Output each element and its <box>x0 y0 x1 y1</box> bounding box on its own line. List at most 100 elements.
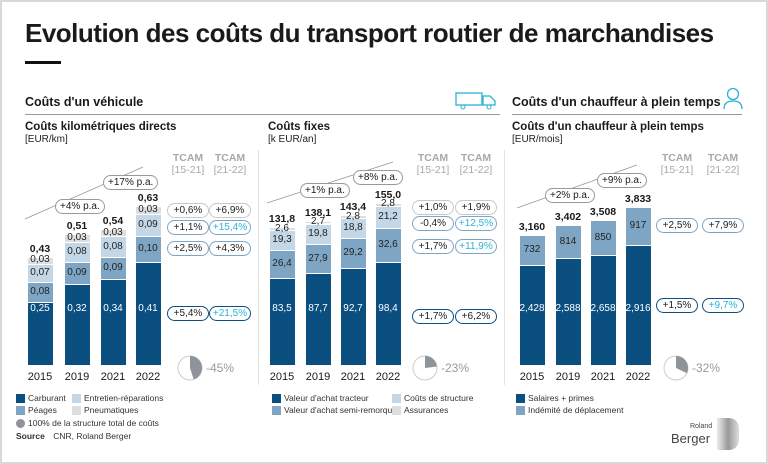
bar-total: 138,1 <box>304 206 332 219</box>
tcam-pill: +1,5% <box>656 298 698 313</box>
tcam-pill: +6,9% <box>209 203 251 218</box>
chart1-title: Coûts kilométriques directs <box>25 121 177 133</box>
bar-segment <box>100 256 126 280</box>
segment-label: 2,8 <box>381 198 395 210</box>
legend-label: Assurances <box>404 405 449 415</box>
segment-label: 2,916 <box>625 303 651 314</box>
share-label: -23% <box>441 361 470 375</box>
legend-label: Valeur d'achat semi-remorque <box>284 405 397 415</box>
bar-segment <box>519 264 545 365</box>
share-pie <box>412 355 438 381</box>
legend-item: Coûts de structure <box>392 393 473 403</box>
tcam-pill: +1,1% <box>167 220 209 235</box>
tcam-label: TCAM <box>417 152 449 164</box>
bar-segment <box>135 261 161 365</box>
legend-item: Valeur d'achat semi-remorque <box>272 405 397 415</box>
bar-segment <box>375 262 401 365</box>
legend-item: Carburant <box>16 393 66 403</box>
legend-item: Péages <box>16 405 57 415</box>
chart3-unit: [EUR/mois] <box>512 134 563 145</box>
segment-label: 0,07 <box>30 267 50 279</box>
segment-label: 2,658 <box>590 303 616 314</box>
tcam-header: TCAM [21-22] <box>208 152 252 176</box>
section-divider <box>512 114 742 115</box>
year-label: 2019 <box>305 371 331 383</box>
truck-icon <box>455 92 496 110</box>
growth-bubble: +2% p.a. <box>545 188 595 203</box>
bar-segment <box>135 206 161 214</box>
tcam-pill: +9,7% <box>702 298 744 313</box>
tcam-period: [21-22] <box>459 164 493 176</box>
tcam-header: TCAM [15-21] <box>411 152 455 176</box>
bar-total: 3,402 <box>554 210 582 223</box>
bar-segment <box>590 220 616 256</box>
chart1-unit: [EUR/km] <box>25 134 68 145</box>
legend-swatch <box>516 393 525 403</box>
bar-total: 0,43 <box>29 242 51 255</box>
bar-segment <box>625 244 651 365</box>
year-label: 2021 <box>340 371 366 383</box>
bar-total: 3,833 <box>624 193 652 205</box>
bar-segment <box>375 228 401 263</box>
segment-label: 0,25 <box>30 303 50 314</box>
tcam-period: [21-22] <box>706 164 740 176</box>
logo-berger: Berger <box>671 431 711 446</box>
segment-label: 26,4 <box>272 257 292 269</box>
share-label: -32% <box>692 361 721 375</box>
legend-label: Péages <box>28 405 57 415</box>
legend-label: Salaires + primes <box>528 393 594 403</box>
share-pie <box>177 355 203 381</box>
bar-segment <box>519 234 545 265</box>
growth-bubble: +8% p.a. <box>353 170 403 185</box>
tcam-period: [15-21] <box>171 164 205 176</box>
bar-segment <box>305 223 331 245</box>
bar-total: 0,63 <box>137 192 159 205</box>
legend-label: Pneumatiques <box>84 405 139 415</box>
year-label: 2022 <box>625 371 651 383</box>
bar-segment <box>27 281 53 302</box>
bar-segment <box>64 233 90 242</box>
bar-segment <box>305 273 331 365</box>
segment-label: 83,5 <box>272 303 292 314</box>
segment-label: 0,34 <box>103 303 123 314</box>
legend-label: Entretien-réparations <box>84 393 164 403</box>
segment-label: 0,03 <box>67 231 87 243</box>
year-label: 2022 <box>135 371 161 383</box>
bar-segment <box>269 229 295 251</box>
bar-segment <box>340 268 366 365</box>
tcam-period: [15-21] <box>660 164 694 176</box>
bar-total: 0,51 <box>66 219 88 232</box>
legend-swatch <box>72 405 81 415</box>
segment-label: 0,08 <box>67 245 87 257</box>
bar-segment <box>340 215 366 218</box>
segment-label: 0,03 <box>103 226 123 238</box>
tcam-label: TCAM <box>707 152 739 164</box>
bar-segment <box>269 250 295 278</box>
tcam-pill: +0,6% <box>167 203 209 218</box>
bar-segment <box>27 264 53 282</box>
pie-slice <box>676 356 688 374</box>
chart3-title: Coûts d'un chauffeur à plein temps <box>512 121 704 133</box>
tcam-pill: +5,4% <box>167 306 209 321</box>
growth-bubble: +4% p.a. <box>55 199 105 214</box>
growth-bubble: +17% p.a. <box>103 175 159 190</box>
legend-swatch <box>16 405 25 415</box>
legend-item: Salaires + primes <box>516 393 594 403</box>
segment-label: 0,08 <box>103 240 123 252</box>
year-label: 2021 <box>590 371 616 383</box>
page-title: Evolution des coûts du transport routier… <box>25 18 714 48</box>
year-label: 2015 <box>27 371 53 383</box>
section-vehicle: Coûts d'un véhicule <box>25 95 144 109</box>
section-driver: Coûts d'un chauffeur à plein temps <box>512 95 721 109</box>
year-label: 2021 <box>100 371 126 383</box>
bar-segment <box>625 207 651 245</box>
legend-item: 100% de la structure total de coûts <box>16 418 159 428</box>
bar-segment <box>135 213 161 237</box>
legend-label: Coûts de structure <box>404 393 474 403</box>
legend-label: Valeur d'achat tracteur <box>284 393 369 403</box>
segment-label: 0,03 <box>30 254 50 266</box>
segment-label: 850 <box>594 231 612 243</box>
tcam-header: TCAM [21-22] <box>701 152 745 176</box>
segment-label: 2,588 <box>555 303 581 314</box>
